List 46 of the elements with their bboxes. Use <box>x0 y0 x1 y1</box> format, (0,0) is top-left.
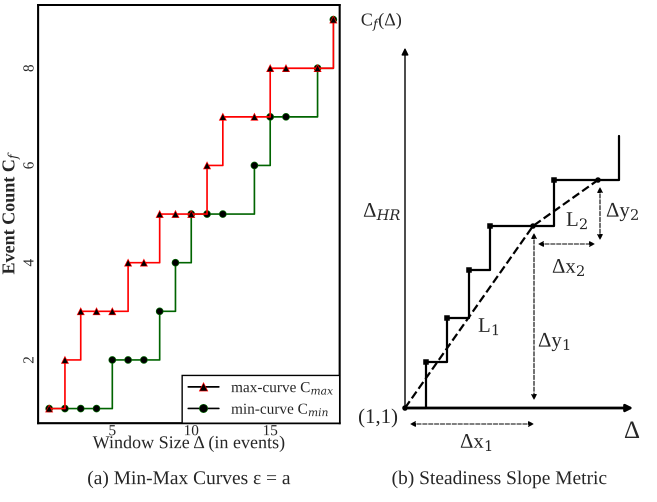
point <box>61 356 69 364</box>
point <box>92 404 100 412</box>
legend-label: max-curve C$_{max}$ <box>231 382 333 395</box>
point <box>282 113 290 121</box>
text: Δy$_{2}$ <box>606 202 638 222</box>
text: (b) Steadiness Slope Metric <box>392 470 606 488</box>
text: (a) Min-Max Curves ε = a <box>88 470 290 488</box>
y-tick-label: 2 <box>23 357 34 364</box>
text: L$_{2}$ <box>566 212 587 230</box>
x-tick-label: 5 <box>109 425 116 436</box>
point <box>76 308 85 316</box>
text: Δy$_{1}$ <box>538 332 570 352</box>
text: L$_{1}$ <box>478 318 498 336</box>
point <box>124 258 132 267</box>
point <box>108 308 116 316</box>
point <box>140 356 148 364</box>
point <box>219 210 227 218</box>
text: Δ$_{HR}$ <box>364 203 400 220</box>
x-axis-title: Window Size Δ (in events) <box>92 436 284 452</box>
text: Δ <box>624 422 640 438</box>
point <box>250 113 258 121</box>
text: (1,1) <box>359 408 398 428</box>
point <box>219 113 227 121</box>
point <box>203 162 211 170</box>
text: Δx$_{2}$ <box>552 259 584 276</box>
text: Δx$_{1}$ <box>460 434 492 452</box>
point <box>124 356 132 364</box>
point <box>172 258 180 267</box>
point <box>108 356 116 364</box>
point <box>92 308 100 316</box>
point <box>156 308 164 316</box>
x-tick-label: 15 <box>264 425 278 436</box>
point <box>266 64 274 72</box>
y-tick-label: 8 <box>23 64 34 72</box>
y-tick-label: 6 <box>23 162 34 169</box>
y-axis-title: Event Count C$_{f}$ <box>2 152 20 274</box>
legend-label: min-curve C$_{min}$ <box>231 404 328 416</box>
point <box>140 258 148 267</box>
point <box>76 404 85 412</box>
x-tick-label: 10 <box>184 425 198 436</box>
point <box>250 162 258 170</box>
point <box>282 64 290 72</box>
text: C$_{f}$(Δ) <box>362 12 402 31</box>
point <box>172 210 180 218</box>
point <box>156 210 164 218</box>
y-tick-label: 4 <box>23 259 34 266</box>
